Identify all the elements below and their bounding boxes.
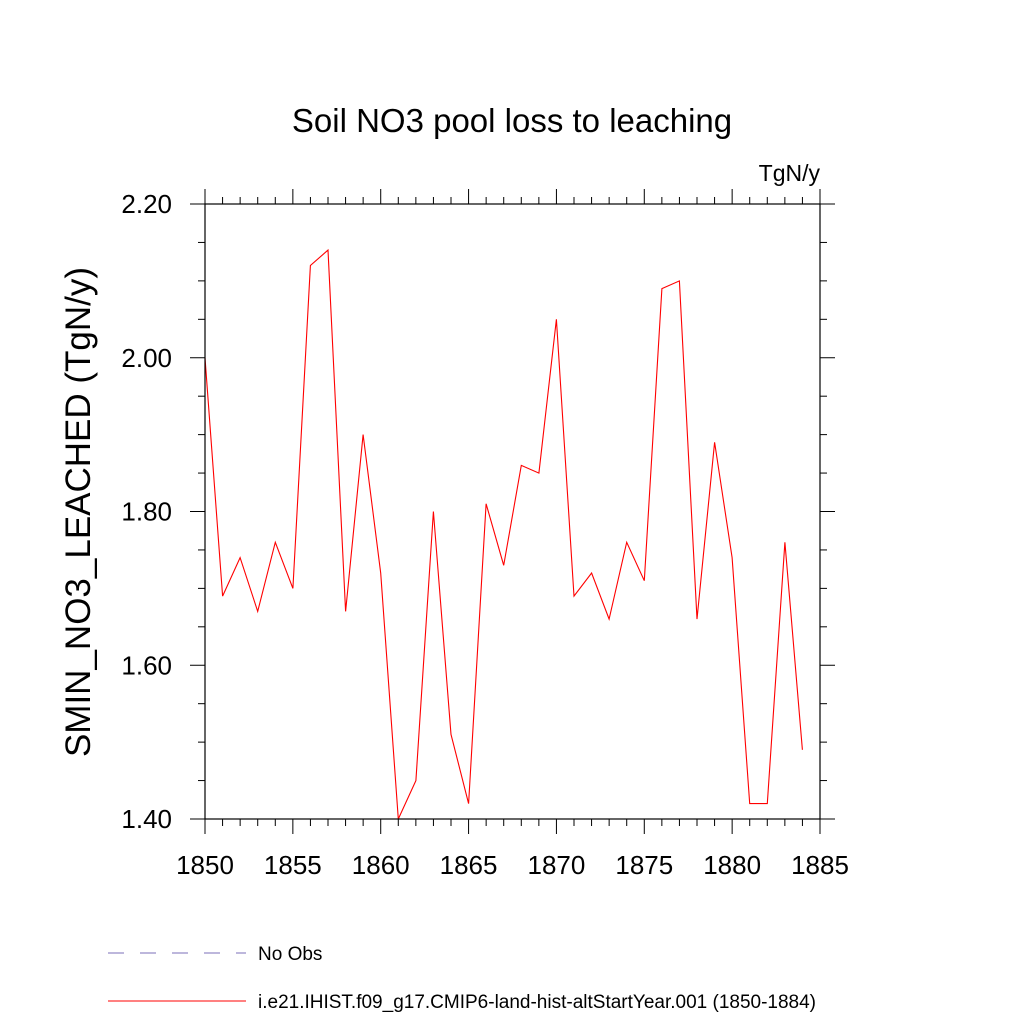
x-tick-label: 1865 <box>440 850 498 880</box>
axis-ticks: 1850 1855 1860 1865 1870 1875 1880 1885 1.40 1.60… <box>121 189 849 880</box>
units-label: TgN/y <box>759 160 821 186</box>
y-tick-label: 2.00 <box>121 343 172 373</box>
chart-title: Soil NO3 pool loss to leaching <box>292 102 732 139</box>
x-tick-label: 1880 <box>703 850 761 880</box>
x-tick-label: 1860 <box>352 850 410 880</box>
y-tick-label: 1.60 <box>121 650 172 680</box>
x-tick-label: 1855 <box>264 850 322 880</box>
x-tick-label: 1850 <box>176 850 234 880</box>
legend-label: No Obs <box>258 944 322 965</box>
series-lines <box>204 248 803 820</box>
x-tick-label: 1885 <box>791 850 849 880</box>
y-axis-label: SMIN_NO3_LEACHED (TgN/y) <box>59 267 98 757</box>
legend-label: i.e21.IHIST.f09_g17.CMIP6-land-hist-altS… <box>258 992 816 1013</box>
legend: No Obs i.e21.IHIST.f09_g17.CMIP6-land-his… <box>108 944 816 1013</box>
y-tick-label: 1.80 <box>121 497 172 527</box>
x-tick-label: 1875 <box>615 850 673 880</box>
y-tick-label: 2.20 <box>121 189 172 219</box>
series-line <box>204 248 803 820</box>
y-tick-label: 1.40 <box>121 804 172 834</box>
plot-frame <box>204 203 821 820</box>
x-tick-label: 1870 <box>528 850 586 880</box>
